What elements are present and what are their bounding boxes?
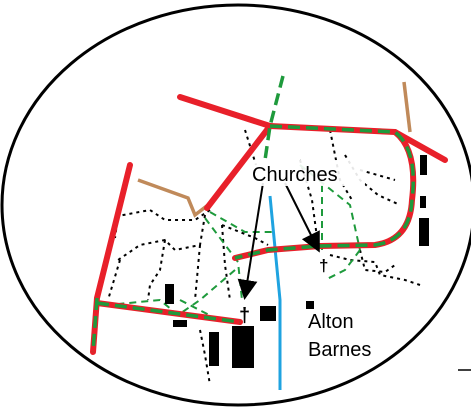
building (209, 332, 219, 366)
tracks (137, 81, 412, 218)
building (173, 320, 187, 327)
footpaths-on-roads (91, 75, 415, 353)
church-pointers (237, 182, 320, 300)
church-cross-icon: † (239, 305, 250, 327)
road-central-diagonal (204, 123, 273, 211)
building (260, 306, 276, 321)
track-north-east (402, 81, 412, 133)
track-west (137, 178, 210, 218)
building (306, 301, 314, 309)
stream (268, 195, 282, 390)
road-north-west (177, 94, 273, 129)
village-name-line2: Barnes (308, 339, 371, 361)
building (420, 196, 426, 208)
building (419, 218, 429, 246)
building (232, 326, 254, 368)
road-west (90, 162, 133, 355)
village-name-line1: Alton (308, 311, 354, 333)
buildings (165, 155, 429, 368)
map-frame (0, 3, 471, 407)
building (420, 155, 427, 175)
road-north-east (267, 123, 448, 163)
churches-label: Churches (252, 164, 338, 186)
building (165, 284, 174, 304)
church-cross-icon: † (319, 256, 328, 275)
pointer-arrow-icon (284, 182, 320, 253)
pointer-arrow-icon (237, 182, 264, 300)
footpaths-thin (107, 164, 361, 319)
